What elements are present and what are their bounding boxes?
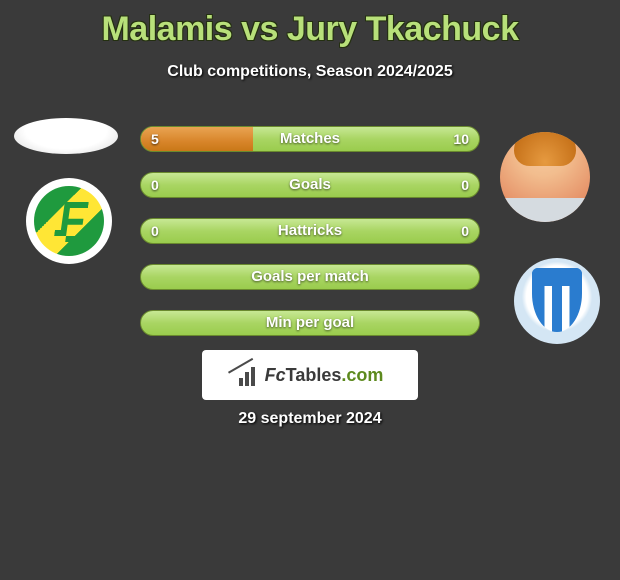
date: 29 september 2024: [0, 410, 620, 428]
logo-text: FcTables.com: [265, 365, 384, 386]
bar-value-right: 0: [461, 219, 469, 243]
fctables-logo: FcTables.com: [202, 350, 418, 400]
stat-bar: Goals per match: [140, 264, 480, 290]
club-logo-right: [514, 258, 600, 344]
logo-chart-icon: [237, 364, 261, 386]
bar-label: Goals per match: [141, 265, 479, 289]
bar-value-right: 0: [461, 173, 469, 197]
page-title: Malamis vs Jury Tkachuck: [0, 0, 620, 49]
bar-label: Goals: [141, 173, 479, 197]
bar-value-left: 0: [151, 219, 159, 243]
bar-value-left: 0: [151, 173, 159, 197]
stat-bar: Goals0 0: [140, 172, 480, 198]
bar-value-left: 5: [151, 127, 159, 151]
bar-label: Matches: [141, 127, 479, 151]
stat-bar: Matches5 10: [140, 126, 480, 152]
stat-bars: Matches510Goals00Hattricks00Goals per ma…: [140, 126, 480, 356]
subtitle: Club competitions, Season 2024/2025: [0, 63, 620, 81]
bar-label: Min per goal: [141, 311, 479, 335]
bar-value-right: 10: [453, 127, 469, 151]
comparison-infographic: Malamis vs Jury Tkachuck Club competitio…: [0, 0, 620, 580]
player-photo-right: [500, 132, 590, 222]
stat-bar: Min per goal: [140, 310, 480, 336]
player-photo-left: [14, 118, 118, 154]
bar-label: Hattricks: [141, 219, 479, 243]
club-logo-left: [26, 178, 112, 264]
stat-bar: Hattricks0 0: [140, 218, 480, 244]
